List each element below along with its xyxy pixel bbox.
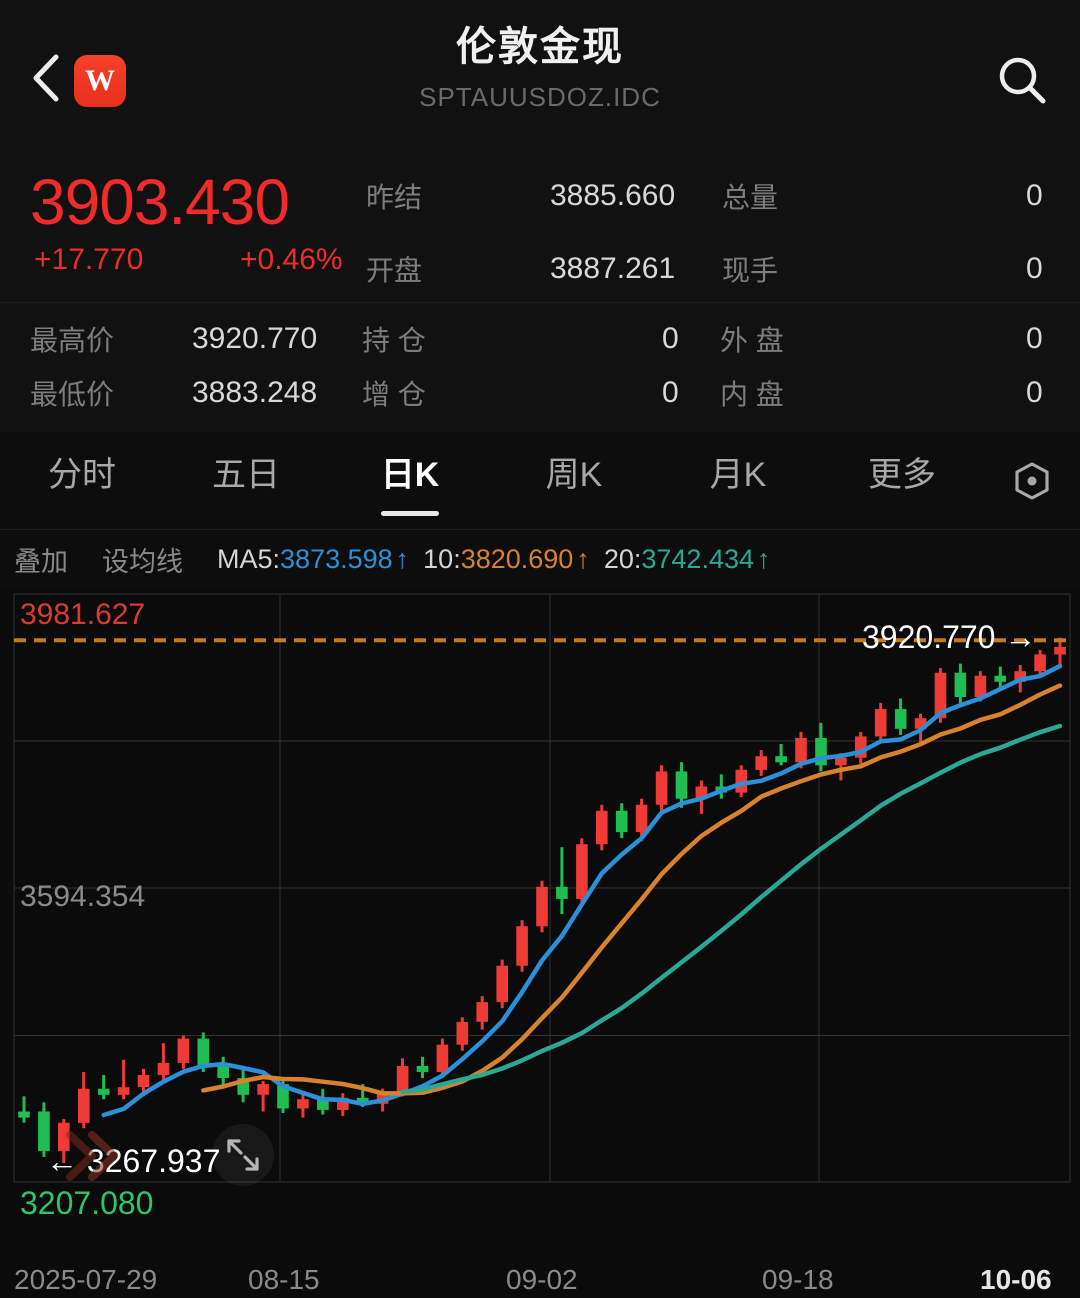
ma5-value: 3873.598 (280, 544, 409, 574)
ma20-value: 3742.434 (641, 544, 770, 574)
current-lot-value: 0 (1026, 252, 1043, 285)
outer-volume-value: 0 (1026, 322, 1043, 355)
gear-icon (1015, 461, 1049, 500)
position-change-value: 0 (662, 376, 679, 409)
stock-code: SPTAUUSDOZ.IDC (419, 82, 661, 112)
tab-more[interactable]: 更多 (868, 455, 936, 494)
inner-volume-label: 内 盘 (720, 379, 784, 410)
inner-volume-value: 0 (1026, 376, 1043, 409)
chart-settings-button[interactable] (984, 458, 1080, 504)
volume-label: 总量 (722, 182, 779, 213)
page-title: 伦敦金现 (456, 25, 624, 69)
ma10-key: 10: (423, 543, 461, 574)
brand-letter: W (85, 64, 115, 97)
title-block: 伦敦金现 SPTAUUSDOZ.IDC (0, 18, 1080, 118)
open-value: 3887.261 (550, 252, 676, 285)
ma20-indicator: 20:3742.434 (604, 544, 771, 575)
tab-monthly-k[interactable]: 月K (709, 455, 767, 494)
axis-label-high: 3981.627 (20, 598, 146, 631)
prev-close-value: 3885.660 (550, 179, 676, 212)
high-label: 最高价 (30, 325, 115, 356)
outer-volume-label: 外 盘 (720, 325, 784, 356)
scroll-right-hint[interactable] (58, 1125, 128, 1187)
ma20-key: 20: (603, 543, 642, 574)
position-label: 持 仓 (362, 325, 426, 356)
app-header: W 伦敦金现 SPTAUUSDOZ.IDC (0, 0, 1080, 150)
tab-five-day[interactable]: 五日 (212, 455, 280, 494)
overlay-button[interactable]: 叠加 (14, 546, 68, 577)
high-value: 3920.770 (192, 322, 318, 355)
x-tick-2: 09-02 (506, 1264, 578, 1295)
quote-stats: 最高价 3920.770 最低价 3883.248 持 仓 0 增 仓 0 外 … (0, 303, 1080, 432)
chart-x-axis: 2025-07-29 08-15 09-02 09-18 10-06 (0, 1248, 1080, 1298)
price-change: +17.770 (34, 243, 144, 276)
x-tick-3: 09-18 (762, 1264, 834, 1295)
axis-label-mid: 3594.354 (20, 880, 146, 913)
price-change-percent: +0.46% (240, 243, 343, 276)
x-tick-0: 2025-07-29 (14, 1264, 158, 1295)
x-tick-4: 10-06 (980, 1264, 1052, 1295)
prev-close-label: 昨结 (366, 182, 423, 213)
search-icon (999, 57, 1046, 104)
chart-plot-area[interactable] (0, 588, 1080, 1188)
last-price: 3903.430 (30, 166, 290, 238)
back-button[interactable] (24, 50, 68, 106)
search-button[interactable] (992, 50, 1052, 110)
set-ma-button[interactable]: 设均线 (102, 546, 183, 577)
open-label: 开盘 (366, 255, 423, 286)
tab-weekly-k[interactable]: 周K (545, 455, 603, 494)
last-price-marker: 3920.770 → (862, 619, 1037, 655)
ma5-key: MA5: (217, 543, 281, 574)
ma-indicator-bar: 叠加 设均线 MA5:3873.598 10:3820.690 20:3742.… (0, 530, 1080, 588)
expand-chart-button[interactable] (212, 1124, 274, 1186)
tab-intraday[interactable]: 分时 (48, 455, 116, 494)
quote-summary: 3903.430 +17.770 +0.46% 昨结 3885.660 开盘 3… (0, 150, 1080, 303)
expand-arrows-icon (227, 1139, 259, 1171)
tab-daily-k[interactable]: 日K (328, 432, 492, 530)
volume-value: 0 (1026, 179, 1043, 212)
chevron-left-icon (33, 54, 59, 102)
chart-canvas[interactable] (0, 588, 1080, 1188)
chart-period-tabs: 分时 五日 日K 周K 月K 更多 (0, 432, 1080, 530)
ma5-indicator: MA5:3873.598 (217, 544, 409, 575)
position-change-label: 增 仓 (362, 379, 426, 410)
current-lot-label: 现手 (722, 255, 779, 286)
double-chevron-right-icon (66, 1131, 118, 1181)
x-tick-1: 08-15 (248, 1264, 320, 1295)
brand-logo[interactable]: W (74, 55, 126, 107)
ma10-value: 3820.690 (461, 544, 590, 574)
position-value: 0 (662, 322, 679, 355)
low-value: 3883.248 (192, 376, 318, 409)
candlestick-chart[interactable]: 3981.627 3594.354 3920.770 → ← 3267.937 … (0, 588, 1080, 1248)
low-label: 最低价 (30, 379, 115, 410)
ma10-indicator: 10:3820.690 (423, 544, 590, 575)
axis-label-low: 3207.080 (20, 1185, 154, 1221)
